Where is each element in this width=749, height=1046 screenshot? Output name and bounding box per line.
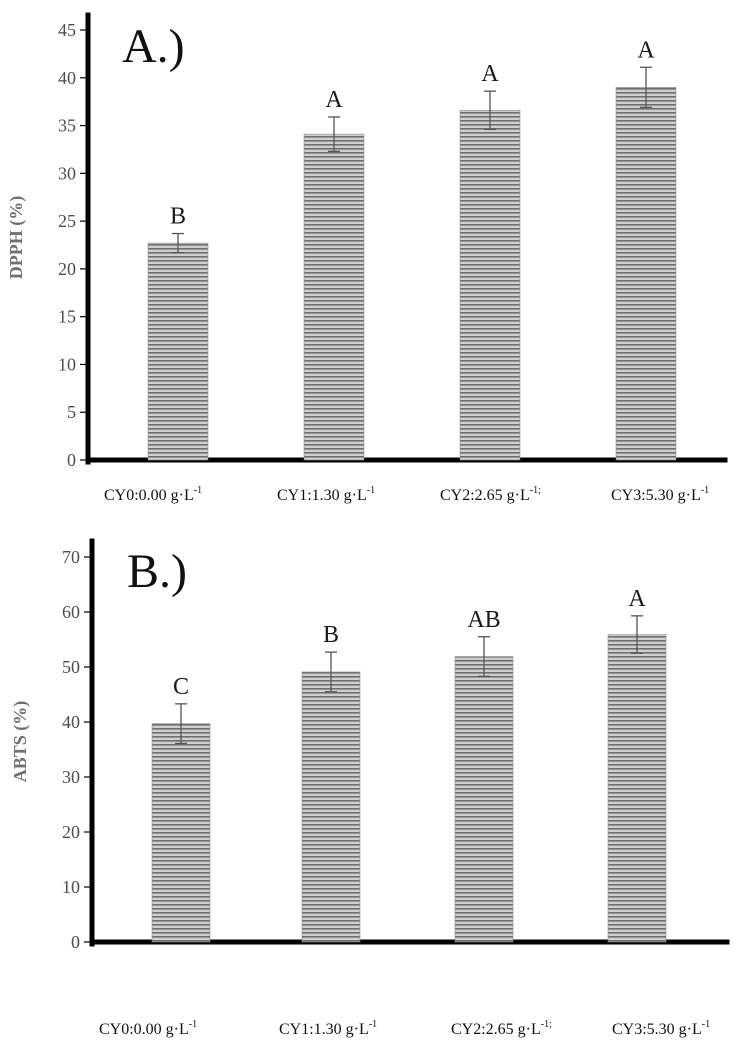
- y-tick-label: 0: [67, 450, 76, 470]
- significance-label: AB: [467, 607, 500, 633]
- y-tick-label: 35: [58, 116, 76, 136]
- bar: [147, 242, 209, 461]
- chart-abts: 0 10 20 30 40 50 60 70 ABTS (%) B.) C CY0:0.00 g·L-…: [10, 538, 730, 1038]
- x-tick-label: CY2:2.65 g·L-1;: [451, 1019, 552, 1038]
- y-tick-label: 50: [62, 657, 80, 677]
- y-tick-label: 5: [67, 402, 76, 422]
- y-tick-label: 40: [62, 712, 80, 732]
- y-tick-label: 70: [62, 547, 80, 567]
- significance-label: A: [628, 586, 646, 612]
- x-tick-label: CY3:5.30 g·L-1: [612, 1019, 710, 1038]
- bar: [454, 656, 514, 943]
- y-tick-label: 30: [58, 163, 76, 183]
- significance-label: B: [323, 622, 339, 648]
- x-tick-label: CY3:5.30 g·L-1: [611, 485, 709, 504]
- y-tick-label: 20: [58, 259, 76, 279]
- y-tick-label: 20: [62, 822, 80, 842]
- x-tick-label: CY2:2.65 g·L-1;: [440, 485, 541, 504]
- y-axis-label: ABTS (%): [10, 701, 31, 783]
- significance-label: A: [637, 37, 655, 63]
- bar: [607, 634, 667, 943]
- x-tick-label: CY0:0.00 g·L-1: [104, 485, 202, 504]
- y-tick-label: 10: [62, 877, 80, 897]
- x-tick-label: CY0:0.00 g·L-1: [99, 1019, 197, 1038]
- panel-label: A.): [122, 20, 185, 73]
- x-tick-label: CY1:1.30 g·L-1: [277, 485, 375, 504]
- y-tick-label: 40: [58, 68, 76, 88]
- y-tick-label: 10: [58, 354, 76, 374]
- y-tick-label: 45: [58, 20, 76, 40]
- significance-label: A: [481, 61, 499, 87]
- bar: [301, 671, 361, 943]
- y-tick-label: 30: [62, 767, 80, 787]
- x-tick-label: CY1:1.30 g·L-1: [279, 1019, 377, 1038]
- bar: [151, 723, 211, 943]
- bar: [303, 133, 365, 461]
- y-axis-label: DPPH (%): [6, 196, 27, 279]
- y-tick-label: 0: [71, 932, 80, 952]
- bar: [459, 109, 521, 461]
- significance-label: B: [170, 204, 186, 230]
- y-tick-label: 25: [58, 211, 76, 231]
- significance-label: A: [325, 87, 343, 113]
- significance-label: C: [173, 674, 189, 700]
- chart-dpph: 0 5 10 15 20 25 30 35 40 45 DPPH (%) A.) B CY0:0.00 g…: [6, 12, 728, 504]
- y-tick-label: 60: [62, 602, 80, 622]
- y-tick-label: 15: [58, 307, 76, 327]
- bar: [615, 87, 677, 461]
- panel-label: B.): [127, 545, 187, 598]
